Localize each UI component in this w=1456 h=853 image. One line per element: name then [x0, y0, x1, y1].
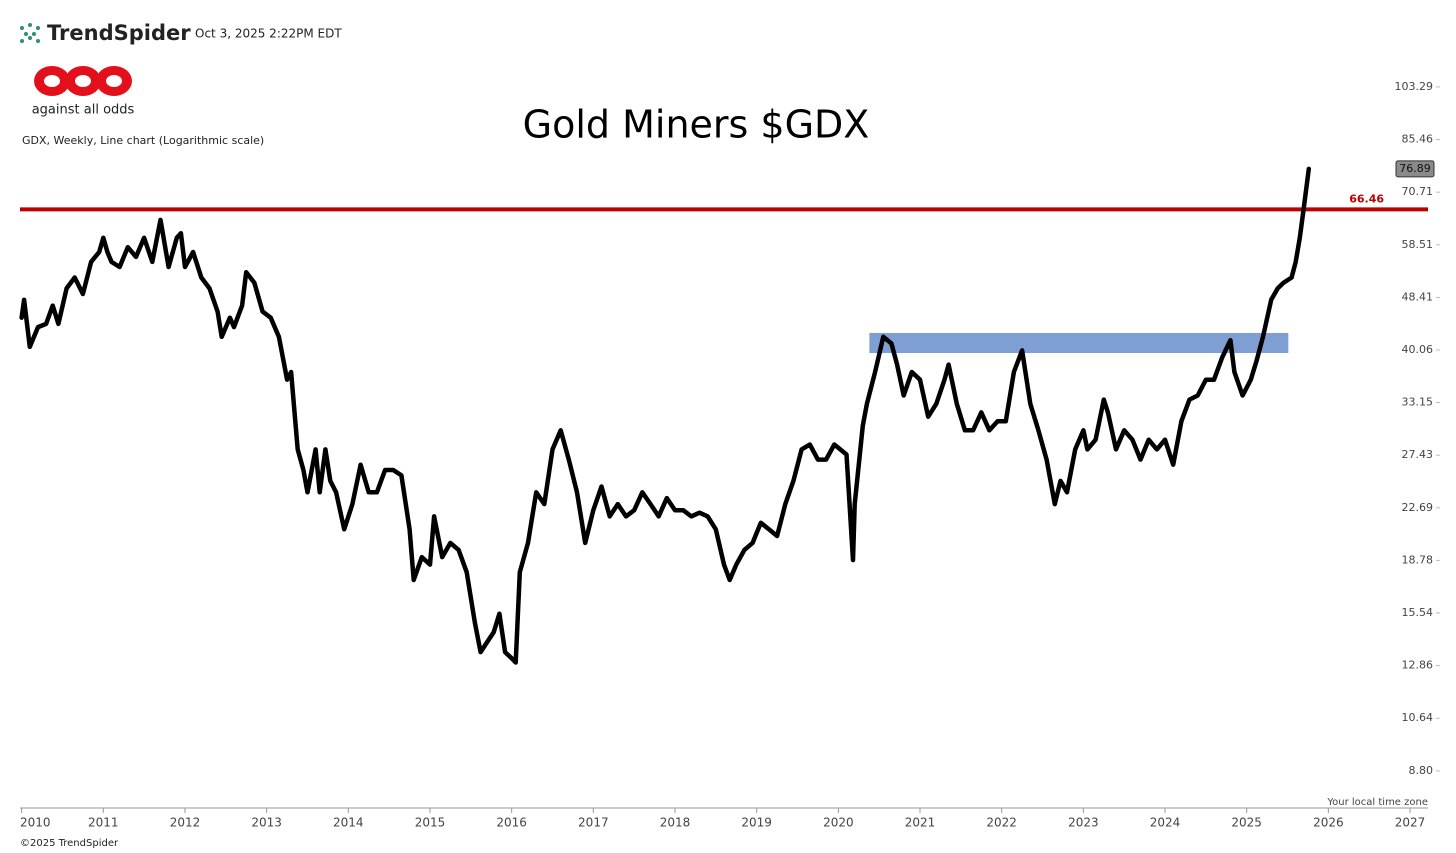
x-tick-label: 2026 — [1313, 816, 1344, 830]
x-tick-label: 2016 — [496, 816, 527, 830]
x-tick-label: 2014 — [333, 816, 364, 830]
x-tick-label: 2024 — [1150, 816, 1181, 830]
level-label: 66.46 — [1349, 192, 1384, 205]
y-tick-label: 70.71 — [1402, 185, 1434, 198]
subtitle: GDX, Weekly, Line chart (Logarithmic sca… — [22, 134, 264, 147]
x-tick-label: 2017 — [578, 816, 609, 830]
y-tick-label: 8.80 — [1409, 764, 1434, 777]
x-tick-label: 2019 — [741, 816, 772, 830]
y-tick-label: 40.06 — [1402, 343, 1434, 356]
x-tick-label: 2027 — [1395, 816, 1426, 830]
x-tick-label: 2025 — [1231, 816, 1262, 830]
y-tick-label: 48.41 — [1402, 290, 1434, 303]
x-tick-label: 2013 — [251, 816, 282, 830]
x-tick-label: 2012 — [170, 816, 201, 830]
timezone-note: Your local time zone — [1326, 797, 1428, 808]
timestamp: Oct 3, 2025 2:22PM EDT — [195, 27, 342, 41]
footer: ©2025 TrendSpider — [20, 838, 119, 849]
x-tick-label: 2018 — [660, 816, 691, 830]
x-tick-label: 2023 — [1068, 816, 1099, 830]
y-tick-label: 103.29 — [1395, 80, 1434, 93]
resistance-zone — [869, 332, 1289, 354]
price-line — [19, 166, 1312, 665]
y-tick-label: 33.15 — [1402, 396, 1434, 409]
brand: TrendSpider — [47, 21, 191, 45]
last-price-box — [1395, 160, 1435, 178]
chart-title: Gold Miners $GDX — [523, 103, 870, 147]
x-tick-label: 2022 — [986, 816, 1017, 830]
y-tick-label: 18.78 — [1402, 553, 1434, 566]
y-tick-label: 10.64 — [1402, 711, 1434, 724]
y-tick-label: 27.43 — [1402, 448, 1434, 461]
y-tick-label: 22.69 — [1402, 501, 1434, 514]
x-tick-label: 2020 — [823, 816, 854, 830]
trendspider-icon — [20, 23, 40, 43]
x-tick-label: 2021 — [905, 816, 936, 830]
aao-logo — [34, 66, 132, 96]
last-price-label: 76.89 — [1399, 162, 1431, 175]
logo-caption: against all odds — [32, 103, 135, 118]
y-tick-label: 15.54 — [1402, 606, 1434, 619]
x-tick-label: 2015 — [415, 816, 446, 830]
y-tick-label: 85.46 — [1402, 133, 1434, 146]
y-tick-label: 58.51 — [1402, 238, 1434, 251]
x-tick-label: 2011 — [88, 816, 119, 830]
y-tick-label: 12.86 — [1402, 659, 1434, 672]
x-tick-label: 2010 — [20, 816, 51, 830]
